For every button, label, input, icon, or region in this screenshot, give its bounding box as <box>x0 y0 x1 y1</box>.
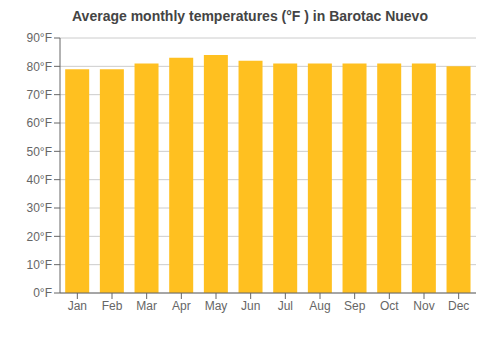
svg-text:70°F: 70°F <box>27 88 52 102</box>
svg-text:Sep: Sep <box>344 299 366 313</box>
svg-text:May: May <box>205 299 228 313</box>
svg-text:Oct: Oct <box>380 299 399 313</box>
html-text:Average monthly temperatures (: Average monthly temperatures (°F ) in Ba… <box>72 8 428 24</box>
svg-text:0°F: 0°F <box>33 286 52 300</box>
svg-text:10°F: 10°F <box>27 258 52 272</box>
svg-text:Dec: Dec <box>448 299 469 313</box>
svg-text:Jan: Jan <box>68 299 87 313</box>
svg-text:60°F: 60°F <box>27 116 52 130</box>
svg-text:Aug: Aug <box>309 299 330 313</box>
svg-text:90°F: 90°F <box>27 31 52 45</box>
svg-text:Apr: Apr <box>172 299 191 313</box>
svg-text:50°F: 50°F <box>27 145 52 159</box>
svg-text:20°F: 20°F <box>27 230 52 244</box>
svg-text:Mar: Mar <box>136 299 157 313</box>
svg-text:Feb: Feb <box>102 299 123 313</box>
svg-text:40°F: 40°F <box>27 173 52 187</box>
svg-text:Jul: Jul <box>278 299 293 313</box>
svg-text:30°F: 30°F <box>27 201 52 215</box>
svg-text:Nov: Nov <box>413 299 434 313</box>
svg-text:80°F: 80°F <box>27 60 52 74</box>
svg-text:Jun: Jun <box>241 299 260 313</box>
